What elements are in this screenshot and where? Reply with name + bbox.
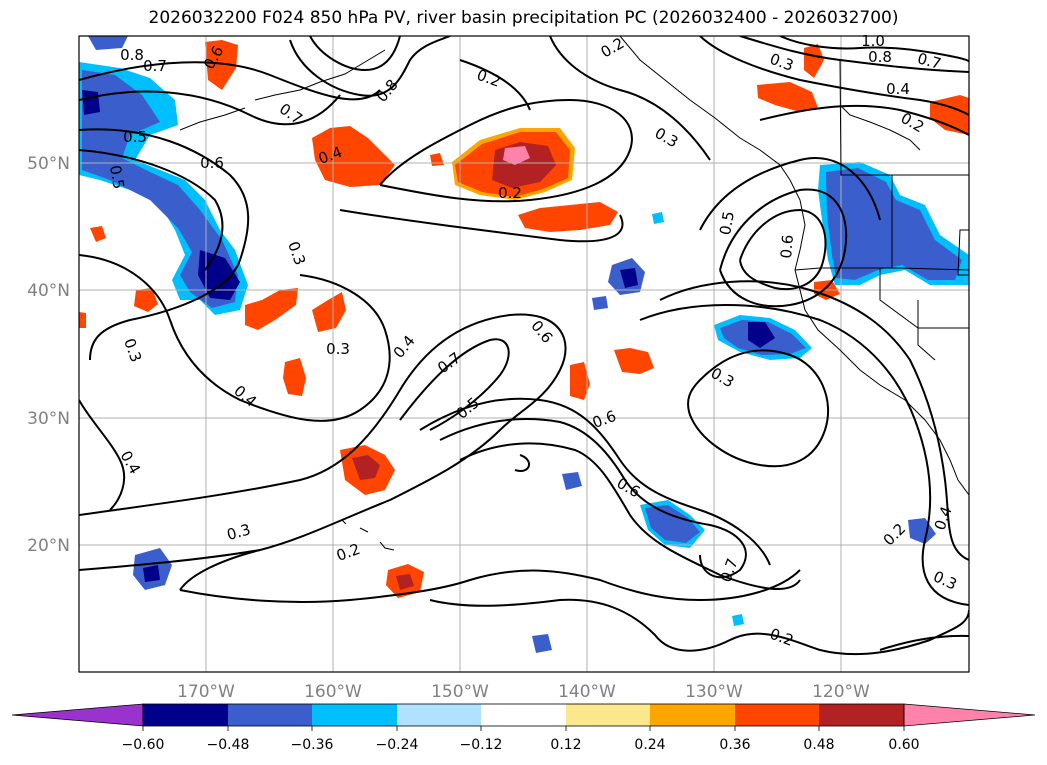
- colorbar-extend-low: [11, 703, 144, 727]
- colorbar-tick-label: 0.48: [803, 737, 834, 753]
- colorbar-tick-label: −0.48: [207, 737, 250, 753]
- colorbar-tick-label: 0.24: [634, 737, 665, 753]
- precip-area: [562, 472, 582, 490]
- contour-label: 0.2: [767, 625, 796, 650]
- contour-label: 0.8: [868, 48, 892, 66]
- lat-tick-label: 20°N: [27, 536, 70, 556]
- contour-label: 0.4: [931, 504, 956, 533]
- longitude-axis: 170°W 160°W 150°W 140°W 130°W 120°W: [177, 682, 870, 702]
- precip-area: [134, 288, 158, 312]
- colorbar-segment: [650, 704, 735, 726]
- colorbar-tick-label: −0.24: [376, 737, 419, 753]
- precip-area: [614, 348, 654, 374]
- precip-area: [79, 312, 86, 328]
- colorbar-tick-label: −0.60: [122, 737, 165, 753]
- contour-label: 0.3: [225, 520, 253, 544]
- contour-label: 0.3: [930, 567, 959, 593]
- contour-label: 0.5: [123, 128, 147, 146]
- precip-area: [592, 296, 608, 310]
- contour-label: 0.5: [106, 164, 128, 191]
- precip-area: [245, 288, 298, 330]
- precip-area: [732, 614, 744, 626]
- colorbar-tick-label: 0.36: [719, 737, 750, 753]
- precip-area: [826, 168, 962, 280]
- contour-label: 0.7: [915, 49, 943, 73]
- precip-area: [205, 40, 238, 90]
- colorbar-tick-label: −0.36: [291, 737, 334, 753]
- precip-area: [82, 90, 100, 115]
- precip-area: [283, 358, 306, 396]
- precip-area: [532, 634, 552, 653]
- contour-label: 0.3: [652, 124, 682, 152]
- colorbar-tick-label: −0.12: [460, 737, 503, 753]
- precip-area: [88, 36, 128, 50]
- precip-area: [312, 292, 346, 332]
- precip-area: [620, 268, 638, 288]
- contour-label: 0.2: [474, 66, 503, 91]
- lon-tick-label: 160°W: [304, 682, 362, 702]
- lon-tick-label: 130°W: [685, 682, 743, 702]
- precip-area: [748, 322, 775, 348]
- contour-label: 0.7: [143, 57, 167, 75]
- colorbar-segment: [312, 704, 397, 726]
- contour-label: 0.2: [334, 540, 363, 565]
- contour-label: 0.6: [200, 154, 224, 172]
- contour-label: 0.4: [886, 80, 910, 98]
- map-frame: [78, 35, 970, 673]
- precip-area: [652, 212, 664, 224]
- contour-label: 0.6: [614, 474, 644, 502]
- precip-area: [757, 82, 818, 112]
- contour-label: 0.3: [120, 336, 145, 365]
- lon-tick-label: 170°W: [177, 682, 235, 702]
- graticule: [79, 36, 969, 672]
- precip-area: [396, 574, 414, 590]
- precip-area: [930, 95, 969, 135]
- lat-tick-label: 30°N: [27, 409, 70, 429]
- colorbar-segment: [819, 704, 904, 726]
- precip-area: [503, 146, 530, 165]
- latitude-axis: 50°N 40°N 30°N 20°N: [27, 154, 70, 556]
- contour-label: 0.8: [120, 46, 144, 64]
- colorbar-tick-label: 0.12: [550, 737, 581, 753]
- contour-label: 0.6: [777, 234, 797, 259]
- precip-area: [143, 565, 160, 582]
- precip-area: [82, 70, 238, 308]
- contour-label: 0.3: [326, 340, 350, 358]
- precip-area: [570, 362, 590, 400]
- precip-area: [352, 455, 380, 480]
- coastline: [179, 36, 969, 551]
- contour-label: 0.4: [117, 448, 145, 478]
- colorbar-segment: [735, 704, 819, 726]
- contour-label: 0.2: [898, 109, 928, 137]
- colorbar-segment: [566, 704, 650, 726]
- precip-area: [518, 202, 618, 232]
- colorbar-tick-label: 0.60: [888, 737, 919, 753]
- contour-label: 0.5: [716, 210, 738, 237]
- colorbar: −0.60 −0.48 −0.36 −0.24 −0.12 0.12 0.24 …: [11, 703, 1036, 753]
- precip-area: [198, 250, 240, 300]
- precip-area: [90, 226, 106, 242]
- pv-contours: [79, 36, 969, 656]
- colorbar-segment: [228, 704, 312, 726]
- lon-tick-label: 140°W: [558, 682, 616, 702]
- lat-tick-label: 40°N: [27, 281, 70, 301]
- precip-area: [430, 153, 444, 166]
- contour-label: 0.3: [284, 239, 309, 268]
- colorbar-segment: [143, 704, 228, 726]
- precip-area: [804, 44, 824, 78]
- map-title: 2026032200 F024 850 hPa PV, river basin …: [148, 8, 899, 28]
- contour-label: 0.6: [590, 407, 619, 432]
- colorbar-extend-high: [903, 703, 1036, 727]
- lat-tick-label: 50°N: [27, 154, 70, 174]
- colorbar-segment: [481, 704, 566, 726]
- precipitation-field: [79, 36, 969, 653]
- contour-label: 0.4: [390, 332, 419, 362]
- contour-label: 0.2: [598, 34, 628, 62]
- precip-area: [645, 505, 700, 543]
- colorbar-segment: [397, 704, 481, 726]
- contour-label: 0.2: [498, 184, 522, 202]
- lon-tick-label: 150°W: [431, 682, 489, 702]
- lon-tick-label: 120°W: [812, 682, 870, 702]
